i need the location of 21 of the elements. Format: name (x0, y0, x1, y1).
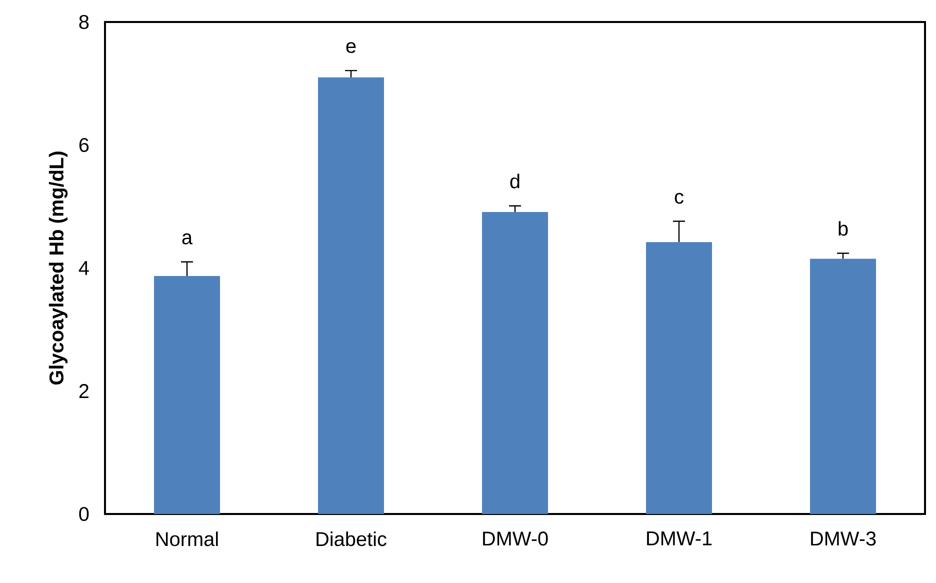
x-tick-label: DMW-1 (647, 532, 712, 546)
annotation: b (838, 221, 848, 236)
x-tick-label: DMW-0 (483, 532, 548, 546)
bar (318, 77, 384, 514)
annotation: e (346, 42, 356, 54)
x-tick-label: DMW-3 (811, 532, 876, 546)
bar (810, 258, 876, 514)
annotation: d (510, 174, 520, 188)
y-tick-label: 4 (78, 261, 89, 275)
y-tick-label: 2 (79, 384, 88, 398)
bar (154, 276, 220, 514)
y-tick-label: 0 (79, 506, 89, 522)
y-tick-label: 8 (79, 14, 89, 30)
y-axis-title: Glycoaylated Hb (mg/dL) (48, 152, 68, 385)
annotation: a (182, 233, 193, 244)
x-tick-label: Diabetic (316, 532, 386, 546)
annotation: c (674, 192, 684, 204)
bar (482, 212, 548, 514)
bar (646, 242, 712, 514)
y-tick-label: 6 (79, 138, 89, 152)
x-tick-label: Normal (156, 532, 218, 546)
